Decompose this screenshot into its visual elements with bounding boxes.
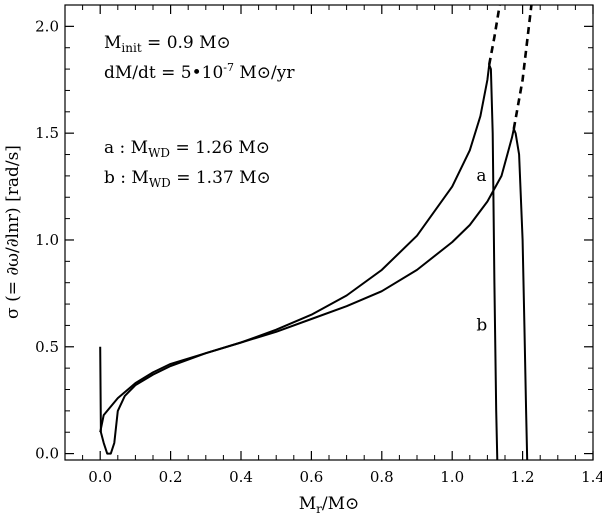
annotation-accretion-rate: dM/dt = 5•10-7 M⊙/yr (104, 61, 295, 83)
x-tick-label: 1.0 (440, 468, 464, 486)
y-axis-ticks: 0.0 0.5 1.0 1.5 2.0 (35, 17, 593, 463)
x-tick-label: 0.0 (88, 468, 112, 486)
annotation-minit: Minit = 0.9 M⊙ (104, 33, 231, 55)
y-tick-label: 2.0 (35, 17, 59, 35)
x-tick-label: 0.6 (299, 468, 323, 486)
annotation-mwd-b: b : MWD = 1.37 M⊙ (104, 168, 271, 190)
series-a-dashed-extension (487, 5, 501, 66)
x-tick-label: 0.2 (159, 468, 183, 486)
annotation-mwd-a: a : MWD = 1.26 M⊙ (104, 138, 270, 160)
y-tick-label: 1.0 (35, 231, 59, 249)
x-axis-label: Mr/M⊙ (299, 494, 360, 515)
y-tick-label: 0.0 (35, 445, 59, 463)
y-tick-label: 1.5 (35, 124, 59, 142)
y-axis-label: σ (= ∂ω/∂lnr) [rad/s] (3, 145, 23, 319)
y-tick-label: 0.5 (35, 338, 59, 356)
x-tick-label: 1.4 (581, 468, 602, 486)
x-tick-label: 0.8 (370, 468, 394, 486)
x-tick-label: 1.2 (511, 468, 535, 486)
curve-label-b: b (476, 315, 487, 335)
series-b-dashed-extension (512, 5, 533, 130)
series-b-line (99, 127, 529, 460)
x-axis-ticks: 0.0 0.2 0.4 0.6 0.8 1.0 1.2 1.4 (64, 5, 602, 486)
curves (99, 5, 533, 460)
curve-label-a: a (476, 166, 486, 186)
x-tick-label: 0.4 (229, 468, 253, 486)
series-a-line (99, 63, 499, 460)
